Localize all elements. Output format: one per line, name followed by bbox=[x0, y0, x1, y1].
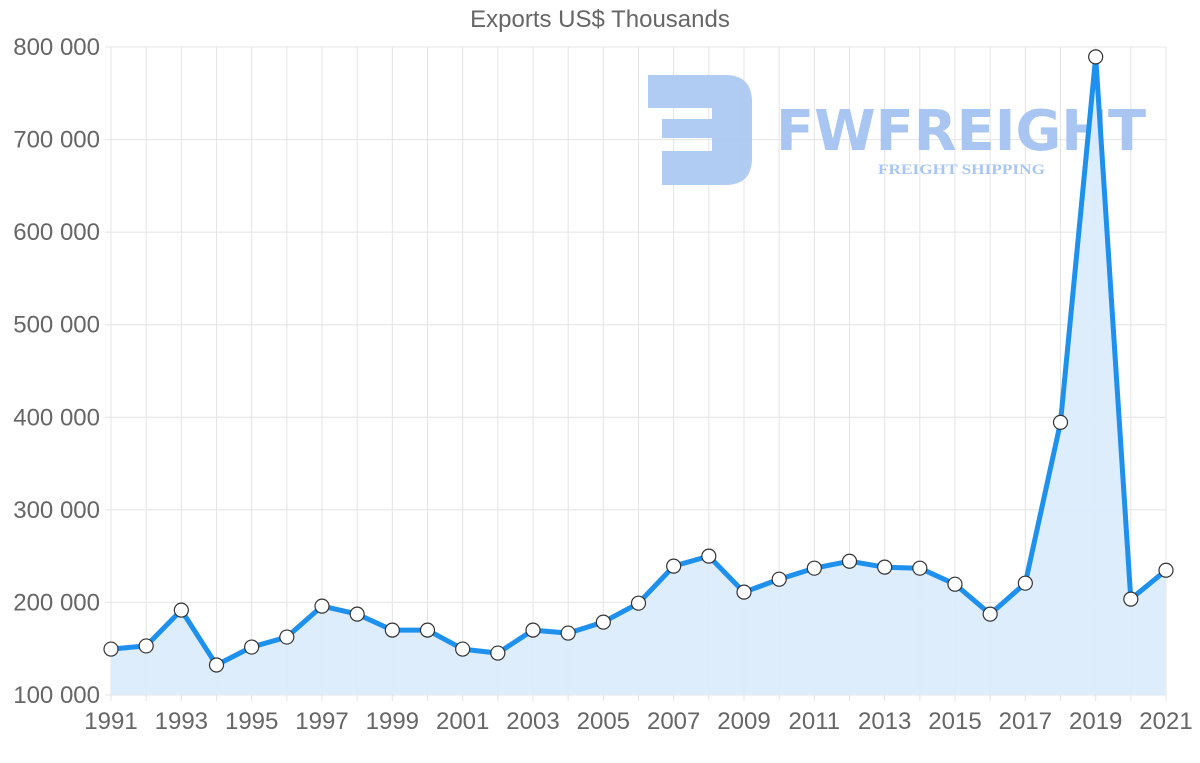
data-point-2007[interactable] bbox=[666, 558, 682, 574]
y-axis: 100 000 200 000 300 000 400 000 500 000 600 0… bbox=[13, 34, 100, 709]
y-tick-label: 600 000 bbox=[13, 219, 100, 246]
y-tick-label: 800 000 bbox=[13, 34, 100, 61]
data-point-1996[interactable] bbox=[279, 629, 295, 645]
data-point-2006[interactable] bbox=[630, 595, 647, 611]
fwfreight-logo-icon bbox=[648, 75, 752, 185]
data-point-2016[interactable] bbox=[982, 606, 998, 622]
data-point-2012[interactable] bbox=[841, 553, 858, 569]
data-point-1991[interactable] bbox=[103, 641, 119, 657]
x-tick-label: 2013 bbox=[858, 708, 911, 735]
x-tick-label: 2015 bbox=[928, 708, 981, 735]
y-tick-label: 100 000 bbox=[13, 682, 100, 709]
data-point-2001[interactable] bbox=[455, 641, 471, 657]
data-point-1995[interactable] bbox=[244, 639, 260, 655]
data-point-2005[interactable] bbox=[595, 614, 611, 630]
data-point-2014[interactable] bbox=[912, 560, 928, 576]
y-tick-label: 400 000 bbox=[13, 404, 100, 431]
data-points bbox=[103, 49, 1174, 673]
x-tick-label: 2003 bbox=[506, 708, 559, 735]
data-point-1999[interactable] bbox=[384, 622, 400, 638]
y-tick-label: 200 000 bbox=[13, 589, 100, 616]
x-tick-label: 1995 bbox=[225, 708, 278, 735]
data-point-1998[interactable] bbox=[349, 606, 365, 622]
x-tick-label: 2021 bbox=[1139, 708, 1192, 735]
x-tick-label: 1993 bbox=[155, 708, 208, 735]
x-tick-label: 1991 bbox=[84, 708, 137, 735]
x-tick-label: 1997 bbox=[295, 708, 348, 735]
x-axis: 1991 1993 1995 1997 1999 2001 2003 2005 2007 2009… bbox=[84, 708, 1192, 735]
x-tick-label: 2009 bbox=[717, 708, 770, 735]
data-point-1997[interactable] bbox=[314, 598, 330, 614]
data-point-2009[interactable] bbox=[736, 584, 752, 600]
data-point-2003[interactable] bbox=[525, 622, 541, 638]
data-point-2018[interactable] bbox=[1052, 414, 1069, 430]
area-fill bbox=[111, 56, 1166, 695]
fwfreight-watermark: FWFREIGHT FREIGHT SHIPPING bbox=[648, 75, 1146, 185]
data-point-2017[interactable] bbox=[1017, 575, 1033, 591]
data-point-2020[interactable] bbox=[1123, 591, 1139, 607]
data-point-1992[interactable] bbox=[138, 638, 154, 654]
data-point-2019[interactable] bbox=[1088, 49, 1104, 65]
y-tick-label: 500 000 bbox=[13, 312, 100, 339]
x-tick-label: 2005 bbox=[577, 708, 630, 735]
x-tick-label: 2019 bbox=[1069, 708, 1122, 735]
watermark-tagline: FREIGHT SHIPPING bbox=[878, 162, 1045, 178]
data-point-2021[interactable] bbox=[1158, 562, 1174, 578]
chart-title: Exports US$ Thousands bbox=[470, 6, 730, 33]
y-tick-label: 300 000 bbox=[13, 497, 100, 524]
data-point-1994[interactable] bbox=[208, 657, 225, 673]
data-point-2002[interactable] bbox=[490, 645, 506, 661]
data-point-2004[interactable] bbox=[560, 625, 576, 641]
data-point-2015[interactable] bbox=[947, 576, 963, 592]
data-point-2008[interactable] bbox=[701, 548, 717, 564]
data-point-2011[interactable] bbox=[806, 560, 822, 576]
data-point-2000[interactable] bbox=[419, 622, 436, 638]
x-tick-label: 2011 bbox=[789, 708, 841, 735]
data-point-1993[interactable] bbox=[173, 602, 189, 618]
x-tick-label: 1999 bbox=[366, 708, 419, 735]
data-point-2013[interactable] bbox=[877, 559, 893, 575]
x-tick-label: 2001 bbox=[436, 708, 489, 735]
y-tick-label: 700 000 bbox=[13, 127, 100, 154]
x-tick-label: 2007 bbox=[647, 708, 700, 735]
x-tick-label: 2017 bbox=[999, 708, 1052, 735]
data-point-2010[interactable] bbox=[771, 571, 787, 587]
